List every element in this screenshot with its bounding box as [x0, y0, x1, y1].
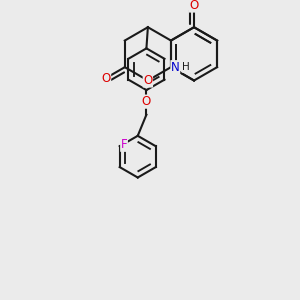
Text: O: O: [142, 95, 151, 108]
Text: N: N: [171, 61, 180, 74]
Text: O: O: [101, 71, 111, 85]
Text: O: O: [143, 74, 152, 87]
Text: O: O: [189, 0, 199, 12]
Text: F: F: [121, 138, 127, 151]
Text: H: H: [182, 62, 190, 72]
